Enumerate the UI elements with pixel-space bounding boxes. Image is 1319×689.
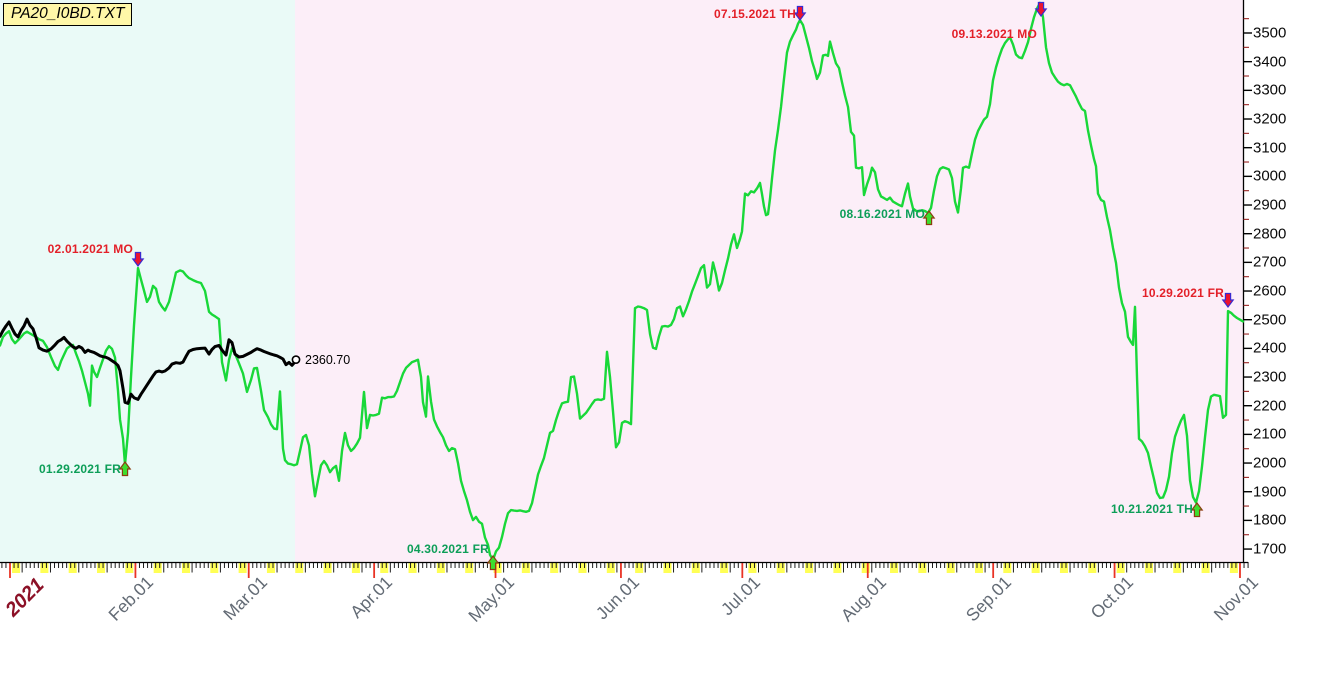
- weekend-band: [295, 562, 304, 573]
- price-tick-label: 2700: [1253, 253, 1287, 271]
- weekend-band: [720, 562, 729, 573]
- weekend-band: [833, 562, 842, 573]
- weekend-band: [181, 562, 191, 573]
- weekend-band: [436, 562, 445, 573]
- file-title-badge[interactable]: PA20_I0BD.TXT: [3, 3, 133, 26]
- weekend-band: [918, 562, 927, 573]
- price-tick-label: 3300: [1253, 81, 1287, 99]
- price-tick-label: 3200: [1253, 110, 1287, 128]
- trough-arrow-icon: [1190, 501, 1204, 518]
- weekend-band: [210, 562, 219, 573]
- peak-date-label: 10.29.2021 FR: [1142, 286, 1224, 300]
- weekend-band: [1229, 562, 1238, 573]
- weekend-band: [946, 562, 955, 573]
- weekend-band: [776, 562, 785, 573]
- price-tick-label: 3100: [1253, 139, 1287, 157]
- price-tick-label: 2200: [1253, 397, 1287, 415]
- trough-arrow-icon: [486, 554, 500, 571]
- weekend-band: [408, 562, 417, 573]
- weekend-band: [974, 562, 984, 573]
- price-tick-label: 1900: [1253, 483, 1287, 501]
- weekend-band: [521, 562, 530, 573]
- price-tick-label: 2000: [1253, 454, 1287, 472]
- price-tick-label: 3000: [1253, 167, 1287, 185]
- weekend-band: [238, 562, 247, 573]
- weekend-band: [351, 562, 360, 573]
- weekend-band: [1173, 562, 1182, 573]
- price-tick-label: 2500: [1253, 311, 1287, 329]
- weekend-band: [153, 562, 162, 573]
- trough-date-label: 01.29.2021 FR: [39, 462, 121, 476]
- price-tick-label: 2300: [1253, 368, 1287, 386]
- trough-date-label: 10.21.2021 TH: [1111, 502, 1193, 516]
- weekend-band: [663, 562, 672, 573]
- peak-date-label: 02.01.2021 MO: [47, 242, 133, 256]
- weekend-band: [805, 562, 814, 573]
- weekend-band: [890, 562, 899, 573]
- price-tick-label: 2600: [1253, 282, 1287, 300]
- trough-arrow-icon: [118, 460, 132, 477]
- weekend-band: [68, 562, 77, 573]
- peak-arrow-icon: [1221, 292, 1235, 309]
- weekend-band: [635, 562, 644, 573]
- price-tick-label: 3400: [1253, 53, 1287, 71]
- weekend-band: [12, 562, 21, 573]
- weekend-band: [1088, 562, 1097, 573]
- weekend-band: [465, 562, 474, 573]
- peak-arrow-icon: [131, 251, 145, 268]
- weekend-band: [323, 562, 332, 573]
- weekend-band: [1116, 562, 1125, 573]
- weekend-band: [97, 562, 106, 573]
- plot-background-history: [0, 0, 295, 562]
- weekend-band: [493, 562, 502, 573]
- trough-arrow-icon: [922, 209, 936, 226]
- file-title: PA20_I0BD.TXT: [11, 5, 125, 22]
- peak-arrow-icon: [793, 5, 807, 22]
- peak-arrow-icon: [1034, 1, 1048, 18]
- price-tick-label: 2100: [1253, 425, 1287, 443]
- weekend-band: [578, 562, 587, 573]
- price-main-line: [0, 1, 1245, 562]
- last-price-label: 2360.70: [305, 352, 351, 367]
- weekend-band: [1059, 562, 1069, 573]
- weekend-band: [606, 562, 615, 573]
- weekend-band: [691, 562, 700, 573]
- weekend-band: [380, 562, 389, 573]
- weekend-band: [1144, 562, 1153, 573]
- price-tick-label: 2900: [1253, 196, 1287, 214]
- last-price-marker: [291, 355, 301, 365]
- weekend-band: [1201, 562, 1210, 573]
- price-tick-label: 2800: [1253, 225, 1287, 243]
- weekend-band: [861, 562, 870, 573]
- price-overlay-line: [0, 317, 298, 405]
- price-tick-label: 1700: [1253, 540, 1287, 558]
- weekend-band: [1031, 562, 1040, 573]
- weekend-band: [748, 562, 757, 573]
- weekend-band: [550, 562, 559, 573]
- weekend-band: [125, 562, 134, 573]
- trough-date-label: 08.16.2021 MO: [839, 207, 925, 221]
- weekend-band: [1003, 562, 1012, 573]
- peak-date-label: 07.15.2021 TH: [714, 7, 796, 21]
- price-tick-label: 1800: [1253, 511, 1287, 529]
- weekend-band: [266, 562, 275, 573]
- trough-date-label: 04.30.2021 FR: [407, 542, 489, 556]
- plot-background-extended: [295, 0, 1244, 562]
- peak-date-label: 09.13.2021 MO: [951, 27, 1037, 41]
- price-tick-label: 2400: [1253, 339, 1287, 357]
- weekend-band: [40, 562, 49, 573]
- price-tick-label: 3500: [1253, 24, 1287, 42]
